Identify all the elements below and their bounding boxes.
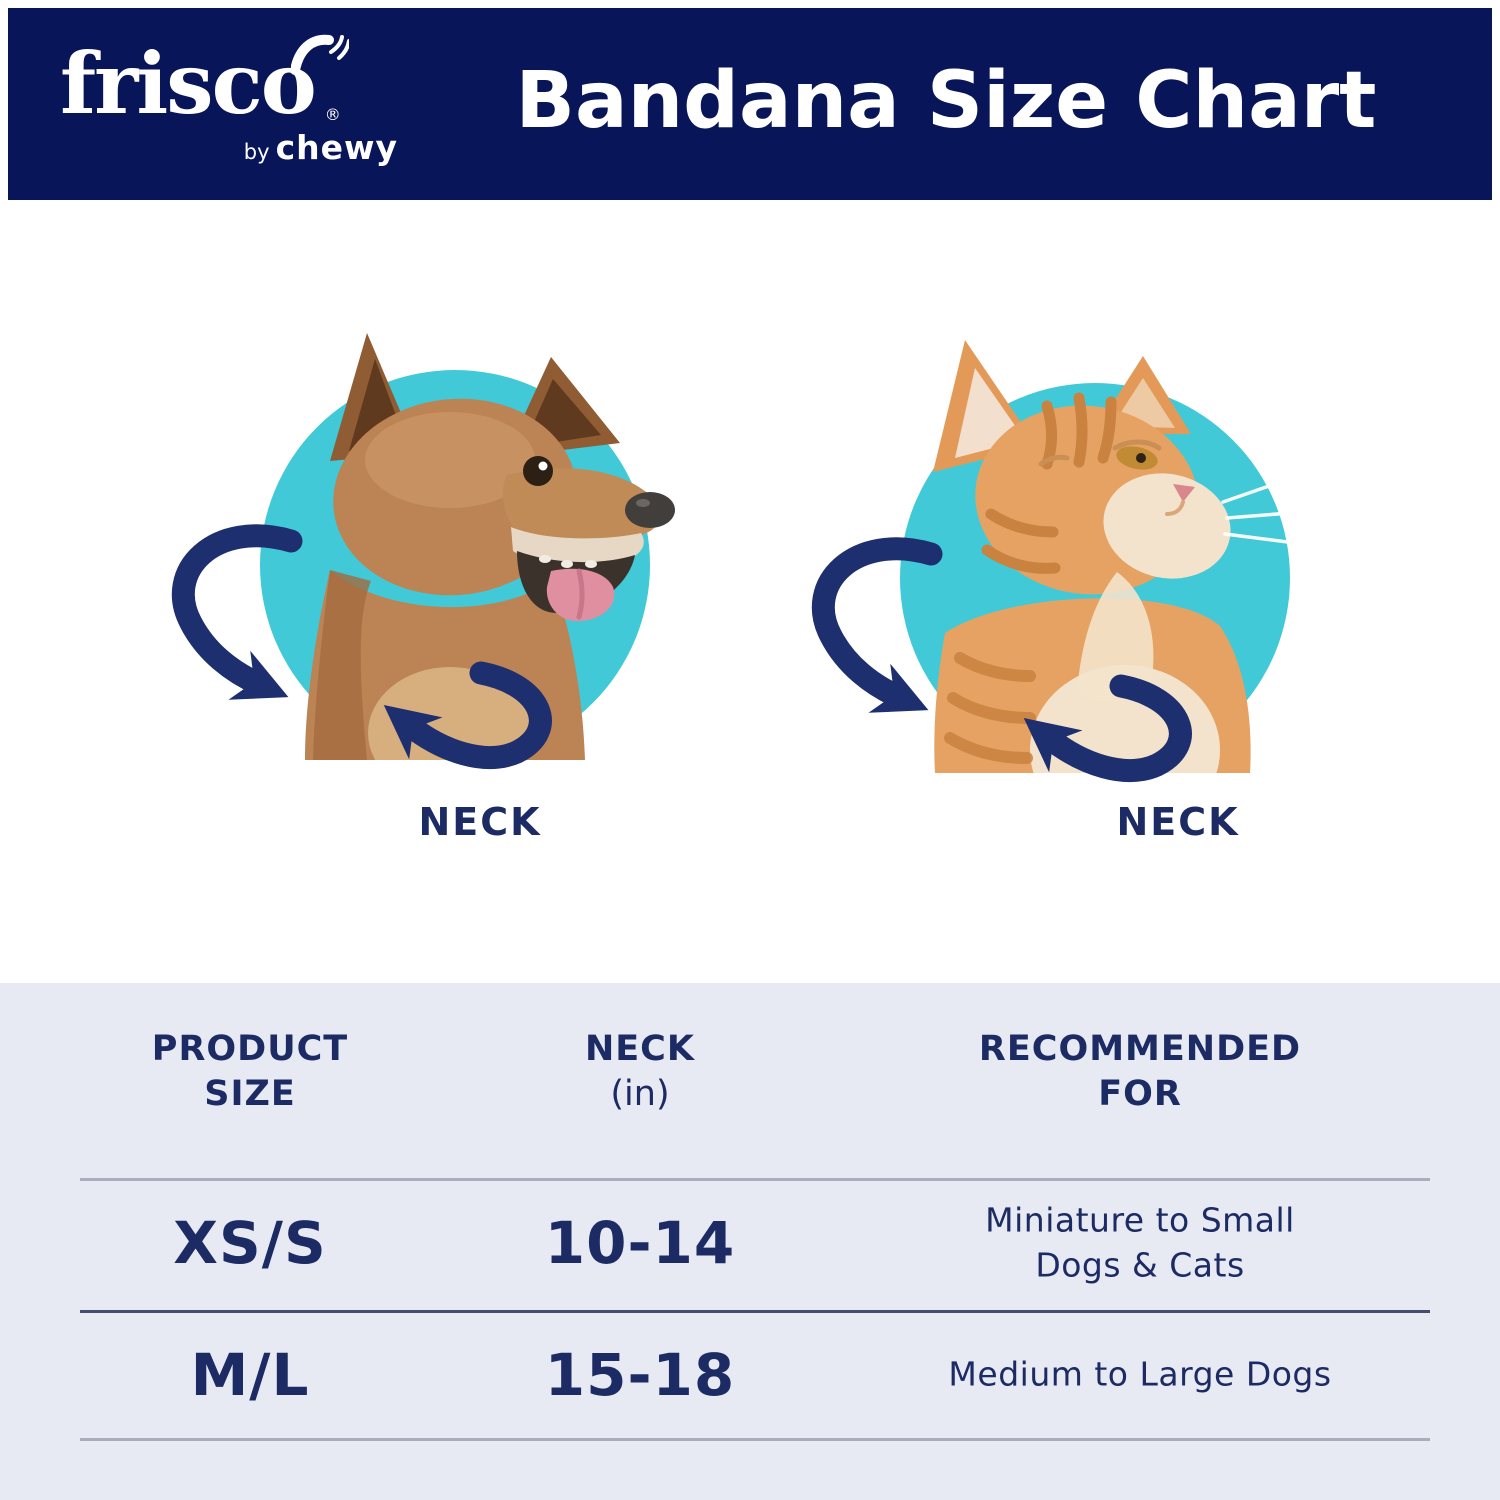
dog-photo-illustration (305, 333, 675, 760)
cell-product-size: M/L (190, 1341, 310, 1409)
cell-neck-range: 15-18 (544, 1341, 736, 1409)
column-header-line: SIZE (204, 1073, 296, 1114)
frisco-logo: frisco ® by chewy (60, 34, 400, 167)
table-divider (80, 1438, 1430, 1441)
dog-neck-label: NECK (418, 800, 542, 844)
registered-trademark: ® (324, 104, 341, 124)
neck-measure-arrows-icon (171, 524, 552, 769)
cell-recommended-for: Miniature to Small Dogs & Cats (985, 1200, 1295, 1284)
logo-tail-icon (290, 34, 349, 75)
column-header-line: FOR (1098, 1073, 1182, 1114)
cat-neck-figure (811, 340, 1329, 782)
neck-measure-arrows-icon (811, 537, 1192, 782)
dog-neck-figure (171, 333, 675, 769)
header-banner: frisco ® by chewy Bandana Size Chart (8, 8, 1492, 200)
size-table: PRODUCT SIZE NECK (in) RECOMMENDED FOR X… (0, 983, 1500, 1500)
page-title: Bandana Size Chart (515, 56, 1377, 146)
table-divider (80, 1178, 1430, 1181)
cell-recommended-for: Medium to Large Dogs (948, 1354, 1332, 1394)
table-divider (80, 1310, 1430, 1313)
column-header-unit: (in) (610, 1073, 670, 1114)
column-header-line: PRODUCT (151, 1029, 349, 1069)
column-header-product-size: PRODUCT SIZE (50, 1027, 450, 1117)
cell-product-size: XS/S (173, 1209, 327, 1277)
column-header-line: NECK (584, 1029, 695, 1069)
chewy-wordmark: chewy (275, 127, 398, 167)
frisco-wordmark: frisco (60, 33, 317, 133)
column-header-line: RECOMMENDED (978, 1029, 1302, 1069)
cell-neck-range: 10-14 (544, 1209, 736, 1277)
column-header-neck: NECK (in) (490, 1027, 790, 1117)
byline-by: by (243, 139, 270, 164)
column-header-recommended-for: RECOMMENDED FOR (840, 1027, 1440, 1117)
cat-neck-label: NECK (1116, 800, 1240, 844)
byline: by chewy (60, 128, 400, 167)
